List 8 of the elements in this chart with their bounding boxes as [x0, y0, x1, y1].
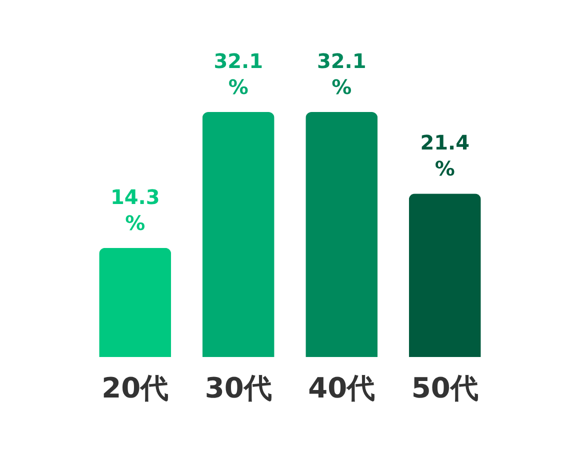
data-label: 32.1 % — [316, 49, 366, 99]
x-tick-label: 40代 — [308, 372, 376, 404]
x-tick-label: 50代 — [411, 372, 478, 404]
data-label: 32.1 % — [214, 49, 264, 99]
x-tick-label: 20代 — [102, 372, 169, 404]
x-tick-label: 30代 — [204, 372, 272, 404]
data-label: 21.4 % — [420, 130, 470, 181]
data-label: 14.3 % — [110, 184, 160, 235]
